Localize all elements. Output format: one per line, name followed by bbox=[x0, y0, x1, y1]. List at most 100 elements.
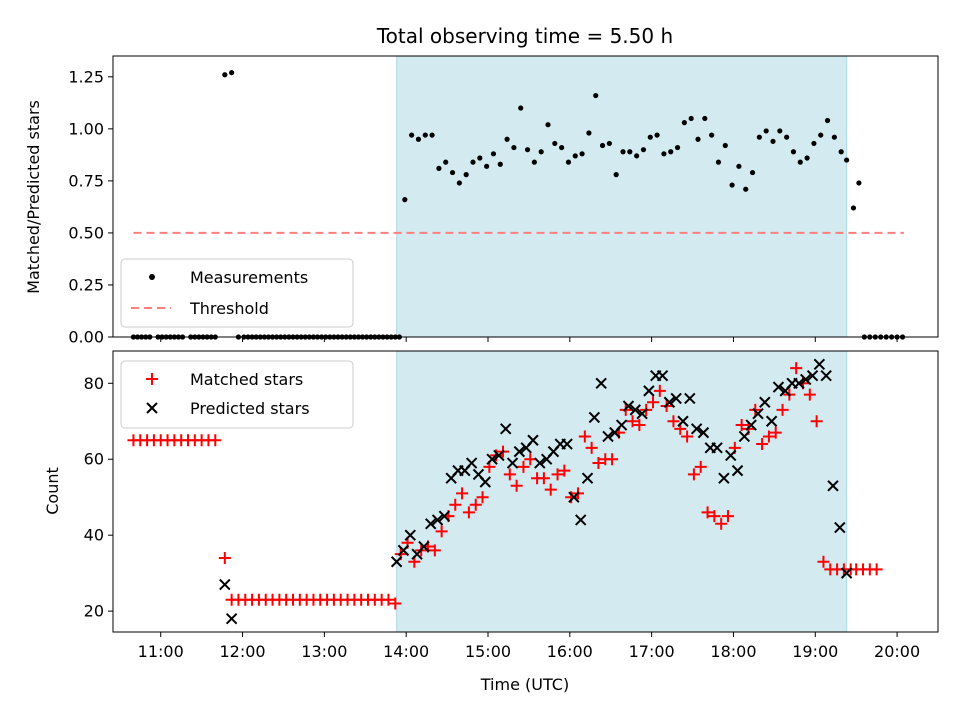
measurement-point bbox=[222, 72, 228, 78]
y-tick-label: 0.00 bbox=[68, 328, 104, 347]
matched-star-point bbox=[218, 551, 231, 564]
predicted-star-point bbox=[575, 514, 587, 526]
measurement-point bbox=[490, 151, 497, 157]
matched-star-point bbox=[708, 510, 721, 523]
measurement-point bbox=[831, 134, 837, 140]
predicted-star-point bbox=[697, 426, 710, 439]
x-tick-label: 15:00 bbox=[465, 642, 511, 661]
matched-star-point bbox=[653, 384, 666, 397]
measurement-point bbox=[429, 132, 435, 138]
predicted-star-point bbox=[834, 521, 846, 534]
y-tick-label: 60 bbox=[84, 450, 104, 469]
predicted-star-point bbox=[493, 449, 505, 462]
predicted-star-point bbox=[663, 396, 676, 408]
matched-star-point bbox=[701, 506, 714, 519]
measurement-point bbox=[681, 120, 687, 126]
predicted-star-point bbox=[595, 377, 607, 389]
predicted-star-point bbox=[738, 430, 751, 443]
predicted-star-point bbox=[820, 369, 832, 382]
measurement-point bbox=[436, 165, 442, 171]
x-axis-label: Time (UTC) bbox=[480, 675, 569, 694]
predicted-star-point bbox=[500, 423, 512, 435]
measurement-point bbox=[518, 105, 524, 111]
top-panel: 0.00 0.25 0.50 0.75 1.00 1.25 Matched/Predict… bbox=[24, 55, 939, 347]
measurement-point bbox=[668, 149, 674, 155]
measurement-point bbox=[565, 159, 572, 165]
x-tick-label: 16:00 bbox=[547, 642, 593, 661]
legend-predicted-label: Predicted stars bbox=[190, 399, 310, 418]
predicted-star-point bbox=[438, 510, 451, 522]
measurement-point bbox=[709, 132, 715, 138]
top-legend-box bbox=[120, 258, 354, 328]
measurement-point bbox=[844, 157, 850, 163]
matched-star-point bbox=[870, 563, 883, 576]
matched-star-point bbox=[382, 593, 395, 606]
predicted-star-point bbox=[677, 415, 689, 427]
matched-star-point bbox=[803, 388, 816, 401]
measurement-point bbox=[838, 149, 844, 155]
matched-star-point bbox=[209, 434, 222, 447]
matched-star-point bbox=[469, 498, 482, 511]
y-tick-label: 1.25 bbox=[68, 67, 104, 86]
matched-star-point bbox=[681, 430, 694, 443]
measurement-point bbox=[784, 134, 790, 140]
matched-star-point bbox=[687, 468, 700, 481]
matched-star-point bbox=[790, 362, 803, 375]
matched-star-point bbox=[722, 510, 734, 523]
predicted-star-point bbox=[752, 407, 764, 420]
measurement-point bbox=[586, 130, 592, 136]
legend-predicted-marker bbox=[146, 402, 158, 414]
measurement-point bbox=[674, 144, 681, 151]
matched-star-point bbox=[389, 597, 402, 610]
y-tick-label: 80 bbox=[84, 374, 104, 393]
predicted-star-point bbox=[793, 377, 805, 389]
matched-star-point bbox=[449, 498, 462, 511]
measurement-point bbox=[850, 205, 857, 211]
y-tick-label: 0.75 bbox=[68, 171, 104, 190]
measurement-point bbox=[415, 136, 422, 142]
measurement-point bbox=[695, 136, 701, 142]
observing-window-shade bbox=[396, 55, 848, 338]
predicted-star-point bbox=[615, 419, 628, 431]
measurement-point bbox=[599, 142, 606, 149]
matched-star-point bbox=[551, 468, 564, 481]
matched-star-point bbox=[762, 430, 775, 443]
matched-star-point bbox=[592, 457, 605, 470]
bottom-legend-box bbox=[120, 360, 354, 429]
matched-star-point bbox=[606, 453, 619, 466]
predicted-star-point bbox=[506, 457, 519, 469]
measurement-point bbox=[856, 180, 862, 186]
predicted-star-point bbox=[636, 407, 648, 420]
legend-measurements-label: Measurements bbox=[190, 268, 308, 287]
measurement-point bbox=[804, 155, 810, 161]
matched-star-point bbox=[585, 441, 598, 454]
legend-measurement-marker bbox=[149, 274, 155, 280]
measurement-point bbox=[790, 149, 797, 155]
measurement-point bbox=[763, 128, 769, 134]
measurement-point bbox=[572, 153, 578, 159]
predicted-star-point bbox=[806, 369, 819, 382]
matched-star-point bbox=[524, 453, 537, 466]
top-y-ticks: 0.00 0.25 0.50 0.75 1.00 1.25 bbox=[68, 67, 113, 347]
matched-star-point bbox=[462, 506, 475, 519]
predicted-star-point bbox=[225, 613, 238, 625]
predicted-star-point bbox=[718, 472, 730, 484]
predicted-star-point bbox=[465, 457, 478, 469]
measurement-point bbox=[229, 70, 235, 76]
predicted-star-point bbox=[772, 381, 785, 393]
matched-star-point bbox=[456, 487, 469, 500]
matched-star-point bbox=[537, 472, 550, 485]
y-tick-label: 40 bbox=[84, 526, 104, 545]
matched-star-point bbox=[810, 415, 823, 428]
predicted-star-point bbox=[219, 578, 231, 591]
bottom-y-ticks: 20 40 60 80 bbox=[84, 374, 113, 621]
measurement-point bbox=[477, 155, 483, 161]
y-tick-label: 20 bbox=[84, 602, 104, 621]
measurement-point bbox=[627, 149, 633, 155]
predicted-star-point bbox=[390, 556, 403, 568]
legend-matched-label: Matched stars bbox=[190, 370, 303, 389]
matched-star-point bbox=[769, 426, 782, 439]
x-tick-label: 20:00 bbox=[874, 642, 920, 661]
measurement-point bbox=[449, 169, 456, 176]
